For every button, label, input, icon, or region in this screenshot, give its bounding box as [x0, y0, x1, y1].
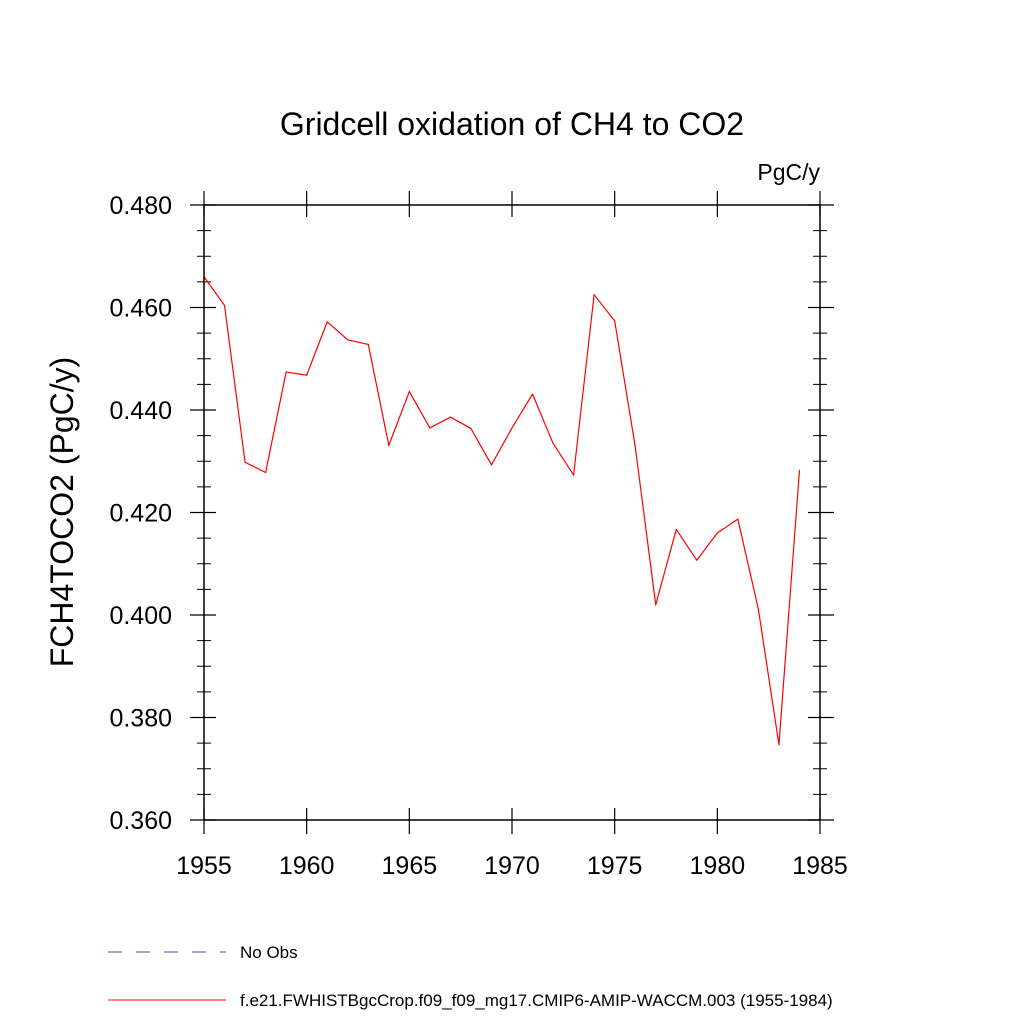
axis-tick-labels: 0.360 0.380 0.400 0.420 0.440 0.460 0.480 1955 1… — [109, 192, 847, 880]
data-point — [737, 518, 739, 520]
units-label: PgC/y — [757, 159, 820, 185]
legend-label-no-obs: No Obs — [240, 943, 298, 962]
data-point — [716, 532, 718, 534]
data-point — [347, 339, 349, 341]
axis-ticks — [190, 191, 834, 834]
data-point — [470, 427, 472, 430]
data-point — [490, 464, 493, 466]
series-line — [203, 276, 801, 746]
data-point — [449, 416, 451, 418]
data-point — [696, 559, 698, 561]
x-tick-label: 1970 — [484, 852, 540, 880]
y-tick-label: 0.380 — [109, 705, 172, 733]
x-tick-label: 1960 — [279, 852, 335, 880]
data-point — [757, 608, 760, 610]
data-point — [265, 471, 267, 474]
chart-title: Gridcell oxidation of CH4 to CO2 — [280, 106, 744, 142]
data-point — [593, 294, 595, 296]
x-tick-label: 1975 — [587, 852, 643, 880]
data-point — [326, 321, 328, 323]
plot-frame — [203, 204, 821, 821]
series-layer — [203, 276, 801, 746]
data-point — [388, 444, 390, 446]
x-tick-label: 1955 — [176, 852, 232, 880]
y-tick-label: 0.420 — [109, 500, 172, 528]
data-point — [285, 371, 287, 373]
data-point — [634, 445, 636, 447]
data-point — [655, 604, 657, 606]
y-tick-label: 0.460 — [109, 295, 172, 323]
data-point — [573, 474, 575, 476]
data-point — [531, 393, 534, 395]
data-point — [223, 304, 226, 307]
data-point — [306, 374, 308, 376]
x-tick-label: 1965 — [382, 852, 438, 880]
y-tick-label: 0.480 — [109, 192, 172, 220]
data-point — [367, 343, 369, 345]
data-point — [614, 320, 616, 322]
data-point — [244, 461, 246, 463]
y-tick-label: 0.400 — [109, 602, 172, 630]
data-point — [798, 469, 801, 472]
data-point — [778, 744, 780, 746]
data-point — [552, 442, 554, 444]
data-point — [675, 528, 677, 531]
y-tick-label: 0.440 — [109, 397, 172, 425]
x-tick-label: 1985 — [792, 852, 848, 880]
data-point — [429, 427, 431, 429]
data-point — [511, 427, 513, 429]
y-tick-label: 0.360 — [109, 807, 172, 835]
legend: No Obs f.e21.FWHISTBgcCrop.f09_f09_mg17.… — [108, 943, 833, 1010]
x-tick-label: 1980 — [690, 852, 746, 880]
y-axis-label: FCH4TOCO2 (PgC/y) — [44, 357, 80, 668]
data-point — [408, 390, 410, 393]
legend-label-model-run: f.e21.FWHISTBgcCrop.f09_f09_mg17.CMIP6-A… — [240, 991, 833, 1010]
